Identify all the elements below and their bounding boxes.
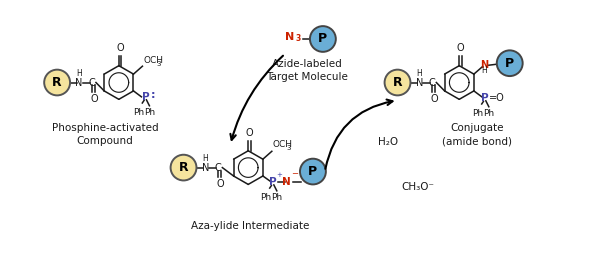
Text: Ph: Ph	[472, 109, 484, 118]
Text: O: O	[456, 43, 464, 53]
Text: P: P	[481, 93, 489, 103]
Text: N: N	[285, 32, 295, 42]
Text: Ph: Ph	[484, 109, 494, 118]
Circle shape	[497, 50, 523, 76]
Text: O: O	[116, 43, 124, 53]
Text: CH₃O⁻: CH₃O⁻	[401, 182, 434, 192]
Text: R: R	[52, 76, 62, 89]
Text: Ph: Ph	[260, 193, 271, 202]
Text: O: O	[431, 94, 438, 104]
Text: H: H	[203, 154, 208, 163]
Text: −: −	[290, 170, 298, 178]
Text: Ph: Ph	[271, 193, 282, 202]
Text: P: P	[141, 92, 149, 102]
Text: R: R	[393, 76, 402, 89]
Text: Phosphine-activated
Compound: Phosphine-activated Compound	[52, 123, 158, 146]
Text: OCH: OCH	[143, 56, 163, 65]
Text: +: +	[276, 172, 282, 178]
Circle shape	[44, 70, 70, 95]
Text: H: H	[481, 66, 486, 75]
Text: N: N	[282, 177, 291, 187]
Text: P: P	[318, 32, 327, 46]
Text: =O: =O	[489, 93, 504, 103]
Text: P: P	[308, 165, 317, 178]
Text: H: H	[76, 69, 82, 77]
Text: Azide-labeled
Target Molecule: Azide-labeled Target Molecule	[266, 59, 348, 82]
Text: H₂O: H₂O	[378, 137, 397, 147]
Text: Ph: Ph	[133, 108, 144, 117]
Circle shape	[310, 26, 336, 52]
Text: O: O	[217, 179, 224, 190]
Text: Conjugate
(amide bond): Conjugate (amide bond)	[442, 123, 512, 146]
Circle shape	[384, 70, 410, 95]
Text: P: P	[269, 177, 277, 187]
Text: H: H	[416, 69, 422, 77]
Text: C: C	[429, 77, 436, 88]
Text: N: N	[480, 60, 488, 70]
Text: C: C	[215, 162, 222, 173]
Text: R: R	[179, 161, 188, 174]
Text: OCH: OCH	[273, 140, 293, 149]
Text: N: N	[202, 162, 209, 173]
Text: :: :	[150, 90, 155, 100]
Circle shape	[170, 155, 197, 180]
Text: P: P	[505, 57, 514, 70]
Text: Aza-ylide Intermediate: Aza-ylide Intermediate	[191, 221, 309, 231]
Text: 3: 3	[296, 35, 301, 43]
Text: N: N	[75, 77, 83, 88]
Text: 3: 3	[286, 145, 291, 151]
Text: C: C	[89, 77, 96, 88]
Circle shape	[300, 159, 326, 184]
Text: O: O	[90, 94, 98, 104]
Text: Ph: Ph	[144, 108, 155, 117]
Text: N: N	[416, 77, 423, 88]
Text: 3: 3	[157, 61, 162, 67]
Text: O: O	[245, 128, 253, 138]
